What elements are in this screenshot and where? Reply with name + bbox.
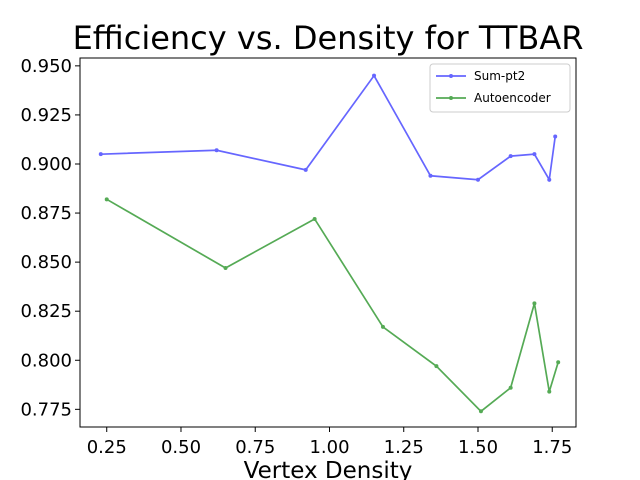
data-point-autoencoder — [532, 301, 537, 306]
data-point-sum-pt2 — [508, 154, 513, 159]
data-point-autoencoder — [434, 364, 439, 369]
y-axis: 0.775 0.800 0.825 0.850 0.875 0.900 0.925 0.950 — [20, 56, 80, 420]
legend-marker-sum-pt2 — [449, 74, 453, 78]
x-tick-label: 1.50 — [458, 437, 498, 458]
data-point-sum-pt2 — [214, 148, 219, 153]
data-point-sum-pt2 — [98, 152, 103, 157]
x-axis-label: Vertex Density — [244, 458, 413, 480]
x-tick-label: 0.75 — [235, 437, 275, 458]
x-tick-label: 0.50 — [161, 437, 201, 458]
y-tick-label: 0.925 — [20, 105, 72, 126]
data-point-sum-pt2 — [547, 177, 552, 182]
x-axis: 0.25 0.50 0.75 1.00 1.25 1.50 1.75 — [87, 427, 572, 458]
data-point-sum-pt2 — [372, 73, 377, 78]
data-point-autoencoder — [104, 197, 109, 202]
data-point-autoencoder — [478, 409, 483, 414]
legend-label-sum-pt2: Sum-pt2 — [474, 69, 525, 83]
data-point-sum-pt2 — [428, 173, 433, 178]
legend-marker-autoencoder — [449, 96, 453, 100]
y-tick-label: 0.775 — [20, 399, 72, 420]
series-layer — [98, 73, 561, 414]
data-point-sum-pt2 — [553, 134, 558, 139]
y-tick-label: 0.875 — [20, 203, 72, 224]
x-tick-label: 0.25 — [87, 437, 127, 458]
series-line-sum-pt2 — [100, 74, 557, 183]
y-tick-label: 0.800 — [20, 350, 72, 371]
legend-label-autoencoder: Autoencoder — [474, 91, 551, 105]
series-line-autoencoder — [106, 198, 559, 413]
data-point-autoencoder — [223, 266, 228, 271]
x-tick-label: 1.25 — [384, 437, 424, 458]
data-point-autoencoder — [508, 385, 513, 390]
data-point-sum-pt2 — [303, 167, 308, 172]
data-point-autoencoder — [547, 389, 552, 394]
data-point-autoencoder — [380, 324, 385, 329]
plot-frame — [79, 57, 577, 428]
legend: Sum-pt2 Autoencoder — [429, 63, 571, 113]
y-tick-label: 0.950 — [20, 56, 72, 77]
data-point-autoencoder — [312, 216, 317, 221]
data-point-sum-pt2 — [475, 177, 480, 182]
x-tick-label: 1.75 — [532, 437, 572, 458]
y-tick-label: 0.850 — [20, 252, 72, 273]
chart-title: Efficiency vs. Density for TTBAR — [73, 19, 584, 57]
x-tick-label: 1.00 — [309, 437, 349, 458]
y-tick-label: 0.825 — [20, 301, 72, 322]
data-point-sum-pt2 — [532, 152, 537, 157]
data-point-autoencoder — [556, 360, 561, 365]
y-tick-label: 0.900 — [20, 154, 72, 175]
